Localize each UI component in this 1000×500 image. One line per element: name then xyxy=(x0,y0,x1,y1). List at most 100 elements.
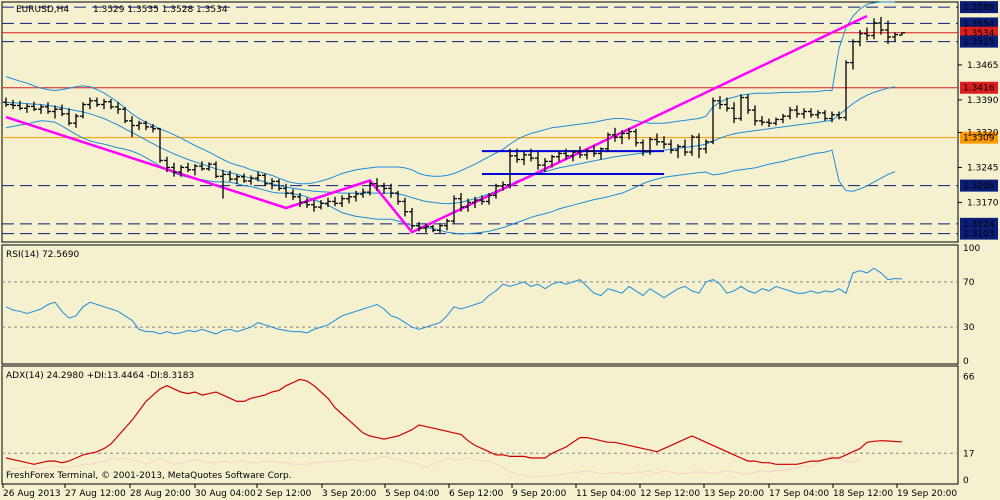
price-level-label: 1.3124 xyxy=(963,220,995,230)
ohlc-bar xyxy=(458,193,464,212)
ohlc-bar xyxy=(836,111,842,120)
ohlc-bar xyxy=(829,111,835,123)
ohlc-bar xyxy=(108,98,114,110)
ohlc-bar xyxy=(381,182,387,194)
ohlc-bar xyxy=(94,97,100,107)
ohlc-bar xyxy=(388,183,394,198)
ohlc-bar xyxy=(857,29,863,47)
ohlc-bar xyxy=(73,113,79,128)
ohlc-bar xyxy=(24,103,30,113)
ohlc-bar xyxy=(444,218,450,231)
ohlc-bar xyxy=(766,118,772,127)
ohlc-bar xyxy=(185,162,191,173)
rsi-tick-label: 0 xyxy=(963,357,969,367)
ohlc-bar xyxy=(815,110,821,119)
ohlc-bar xyxy=(675,144,681,159)
time-tick-label: 5 Sep 04:00 xyxy=(385,489,440,499)
ohlc-bar xyxy=(66,108,72,126)
ohlc-bar xyxy=(731,102,737,124)
ohlc-bar xyxy=(3,97,9,107)
ohlc-bar xyxy=(465,198,471,212)
ohlc-bar xyxy=(241,173,247,183)
time-tick-label: 13 Sep 20:00 xyxy=(704,489,764,499)
chart-symbol: EURUSD,H4 xyxy=(16,5,69,15)
ohlc-bar xyxy=(311,200,317,212)
ohlc-bar xyxy=(507,148,513,189)
ohlc-bar xyxy=(794,105,800,118)
ohlc-bar xyxy=(619,130,625,145)
ohlc-bar xyxy=(38,104,44,114)
ohlc-bar xyxy=(451,195,457,224)
ohlc-bar xyxy=(759,116,765,126)
time-tick-label: 2 Sep 12:00 xyxy=(257,489,312,499)
time-tick-label: 18 Sep 12:00 xyxy=(833,489,893,499)
rsi-tick-label: 30 xyxy=(963,323,975,333)
price-tick-label: 1.3245 xyxy=(967,163,999,173)
ohlc-bar xyxy=(668,139,674,154)
ohlc-bar xyxy=(535,152,541,170)
price-tick-label: 1.3320 xyxy=(967,128,999,138)
ohlc-bar xyxy=(654,133,660,146)
ohlc-bar xyxy=(346,193,352,204)
ohlc-bar xyxy=(17,100,23,111)
adx-tick-label: 17 xyxy=(963,449,974,459)
price-level-box xyxy=(960,81,998,94)
rsi-line xyxy=(5,267,903,335)
rsi-tick-label: 70 xyxy=(963,278,975,288)
ohlc-bar xyxy=(304,197,310,208)
ohlc-bar xyxy=(395,190,401,205)
time-tick-label: 12 Sep 12:00 xyxy=(640,489,700,499)
price-level-box xyxy=(960,131,998,144)
ohlc-bar xyxy=(115,102,121,114)
price-level-label: 1.3103 xyxy=(963,230,995,240)
ohlc-bar xyxy=(682,139,688,156)
ohlc-bar xyxy=(605,132,611,153)
ohlc-bar xyxy=(549,154,555,168)
time-tick-label: 17 Sep 04:00 xyxy=(769,489,829,499)
price-tick-label: 1.3390 xyxy=(967,96,999,106)
rsi-label: RSI(14) 72.5690 xyxy=(6,250,79,260)
ohlc-bar xyxy=(843,60,849,121)
ohlc-bar xyxy=(787,106,793,120)
ohlc-bar xyxy=(710,97,716,145)
ohlc-bar xyxy=(255,171,261,182)
ohlc-bar xyxy=(402,197,408,217)
ohlc-bar xyxy=(192,164,198,176)
ohlc-bar xyxy=(514,148,520,163)
ohlc-bar xyxy=(325,197,331,208)
ohlc-bar xyxy=(647,137,653,155)
ohlc-bar xyxy=(360,188,366,198)
ohlc-bar xyxy=(773,117,779,126)
ohlc-bar xyxy=(339,195,345,208)
price-panel xyxy=(1,1,959,243)
price-level-box xyxy=(960,217,998,230)
ohlc-bar xyxy=(864,27,870,41)
ohlc-bar xyxy=(199,161,205,171)
ohlc-bar xyxy=(220,169,226,199)
ohlc-bar xyxy=(171,162,177,177)
ohlc-bar xyxy=(738,94,744,121)
time-tick-label: 30 Aug 04:00 xyxy=(195,489,256,499)
ohlc-bar xyxy=(150,124,156,133)
ohlc-bar xyxy=(262,173,268,187)
price-level-label: 1.3534 xyxy=(963,29,995,39)
ohlc-bar xyxy=(563,148,569,160)
ohlc-bar xyxy=(598,147,604,160)
ohlc-bar xyxy=(745,94,751,114)
bollinger-upper-band xyxy=(5,1,895,185)
price-level-box xyxy=(960,35,998,48)
adx-panel xyxy=(1,365,959,485)
time-tick-label: 19 Sep 20:00 xyxy=(897,489,957,499)
ohlc-bar xyxy=(276,179,282,191)
ohlc-bar xyxy=(591,145,597,157)
ohlc-bar xyxy=(283,183,289,198)
ohlc-bar xyxy=(206,162,212,171)
adx-line xyxy=(5,378,903,465)
ohlc-bar xyxy=(780,113,786,124)
ohlc-bar xyxy=(101,98,107,110)
ohlc-bar xyxy=(584,148,590,160)
ohlc-bar xyxy=(521,151,527,166)
ohlc-bar xyxy=(353,190,359,202)
ohlc-bar xyxy=(899,32,905,36)
ohlc-bar xyxy=(556,151,562,162)
